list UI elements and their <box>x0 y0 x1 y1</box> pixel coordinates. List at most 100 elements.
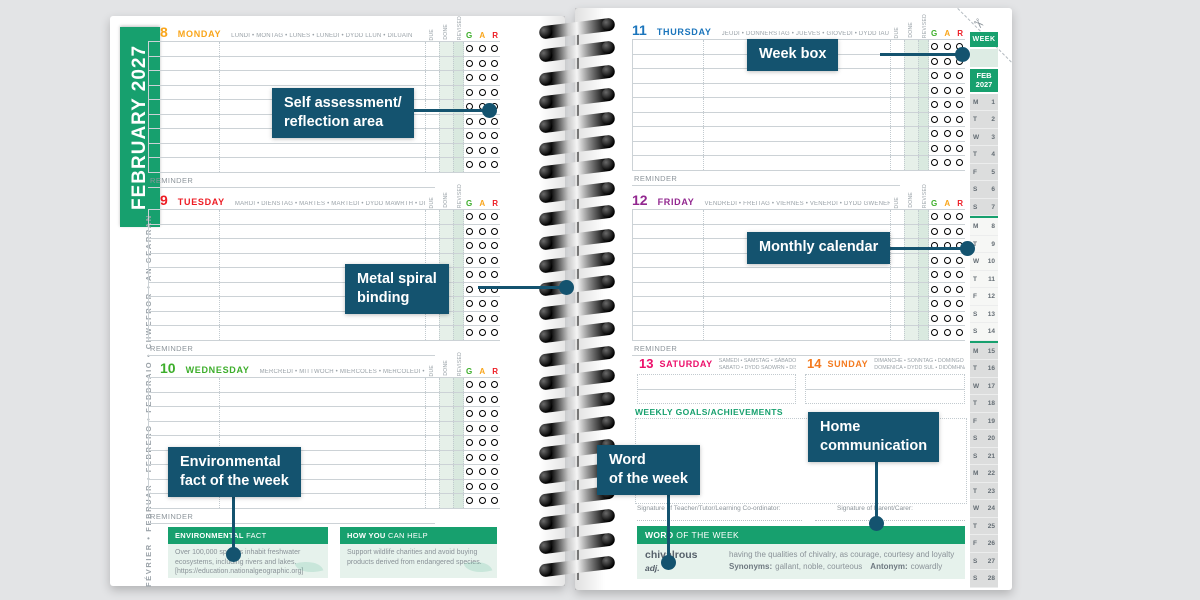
planner-row <box>632 326 965 341</box>
red-circle <box>491 256 498 264</box>
planner-row <box>148 407 500 422</box>
mini-cal-day-letter: S <box>973 203 978 211</box>
self-assessment-circles <box>464 57 500 71</box>
self-assessment-circles <box>464 71 500 85</box>
reminder-row: REMINDER <box>632 341 900 356</box>
amber-circle <box>478 45 486 53</box>
amber-circle <box>943 115 951 123</box>
word-of-the-week-header: WORD OF THE WEEK <box>637 526 965 544</box>
environmental-fact-title: ENVIRONMENTAL <box>175 531 244 540</box>
self-assessment-circles <box>929 312 965 326</box>
mini-cal-day-letter: S <box>973 435 978 442</box>
green-circle <box>931 271 938 279</box>
green-circle <box>931 43 938 51</box>
amber-circle <box>943 72 951 80</box>
mini-cal-day-number: 4 <box>991 151 995 158</box>
planner-row <box>148 392 500 407</box>
red-circle <box>491 300 498 308</box>
done-cell <box>439 239 453 253</box>
callout-metal-spiral-binding: Metal spiral binding <box>345 264 449 315</box>
done-cell <box>439 465 453 479</box>
day-writing-rows <box>632 209 965 341</box>
mini-cal-day-number: 13 <box>987 310 995 318</box>
day-name: TUESDAY <box>177 197 225 207</box>
writing-line <box>220 210 425 224</box>
mini-cal-day-letter: F <box>973 168 977 176</box>
self-assessment-circles <box>464 393 500 407</box>
due-cell <box>890 141 904 155</box>
a-label: A <box>479 199 486 208</box>
mini-cal-day-number: 3 <box>991 133 995 141</box>
environmental-fact-header: ENVIRONMENTAL FACT <box>168 527 328 544</box>
red-circle <box>956 314 963 322</box>
mini-cal-day-letter: T <box>973 275 977 283</box>
self-assessment-circles <box>464 407 500 421</box>
day-name-translations: JEUDI • DONNERSTAG • JUEVES • GIOVEDÌ • … <box>721 31 890 37</box>
due-cell <box>425 143 439 157</box>
self-assessment-circles <box>464 465 500 479</box>
amber-circle <box>943 213 951 221</box>
revised-cell <box>453 100 464 114</box>
self-assessment-circles <box>929 127 965 141</box>
amber-circle <box>478 410 486 418</box>
green-circle <box>931 115 938 123</box>
mini-cal-day-number: 9 <box>991 240 995 248</box>
mini-cal-day-number: 19 <box>987 417 995 425</box>
day-name: THURSDAY <box>656 27 712 37</box>
done-cell <box>439 479 453 493</box>
mini-cal-day-letter: W <box>973 382 980 390</box>
planner-row <box>148 311 500 326</box>
red-circle <box>491 242 498 250</box>
self-assessment-circles <box>464 326 500 340</box>
red-circle <box>956 86 963 94</box>
a-label: A <box>479 367 486 376</box>
due-cell <box>890 210 904 224</box>
writing-line <box>806 390 964 404</box>
green-circle <box>466 227 473 235</box>
day-number: 11 <box>632 22 647 38</box>
mini-cal-day-18: T 18 <box>970 395 998 413</box>
red-circle <box>956 101 963 109</box>
green-circle <box>466 132 473 140</box>
mini-month-calendar: WEEK FEB 2027 M 1 T 2 W 3 T 4 F 5 S 6 S 7 M 8 T 9 W 10 T 11 F 1… <box>970 32 998 588</box>
red-circle <box>491 161 498 169</box>
revised-cell <box>918 40 929 54</box>
mini-cal-day-number: 2 <box>991 116 995 123</box>
revised-cell <box>453 268 464 282</box>
day-block-13: 13 SATURDAY SAMEDI • SAMSTAG • SÁBADO • SAB… <box>637 356 796 404</box>
green-circle <box>931 227 938 235</box>
day-number: 8 <box>160 24 168 40</box>
writing-line <box>704 98 890 112</box>
mini-cal-day-letter: S <box>973 452 978 460</box>
writing-line <box>638 390 795 404</box>
revised-cell <box>453 282 464 296</box>
writing-line <box>220 225 425 239</box>
planner-row <box>632 156 965 171</box>
mini-cal-day-letter: S <box>973 310 978 318</box>
done-cell <box>439 421 453 435</box>
due-cell <box>890 54 904 68</box>
red-circle <box>491 439 498 447</box>
day-name-translations: SAMEDI • SAMSTAG • SÁBADO • SABATO • DYDD… <box>718 358 796 372</box>
day-header: 14 SUNDAY DIMANCHE • SONNTAG • DOMINGO • DO… <box>805 356 965 374</box>
day-number: 13 <box>639 356 654 371</box>
self-assessment-circles <box>464 42 500 56</box>
planner-row <box>148 436 500 451</box>
planner-row <box>148 239 500 254</box>
mini-cal-day-letter: M <box>973 347 979 355</box>
amber-circle <box>943 57 951 65</box>
word-of-the-week-body: chivalrous adj. having the qualities of … <box>637 544 965 579</box>
writing-line <box>220 393 425 407</box>
done-cell <box>439 436 453 450</box>
green-circle <box>466 314 473 322</box>
self-assessment-circles <box>464 436 500 450</box>
done-cell <box>904 210 918 224</box>
environmental-fact-box: ENVIRONMENTAL FACT Over 100,000 species … <box>168 527 328 578</box>
amber-circle <box>478 497 486 505</box>
mini-cal-day-letter: M <box>973 470 979 477</box>
mini-cal-day-letter: T <box>973 365 977 372</box>
revised-cell <box>453 210 464 224</box>
